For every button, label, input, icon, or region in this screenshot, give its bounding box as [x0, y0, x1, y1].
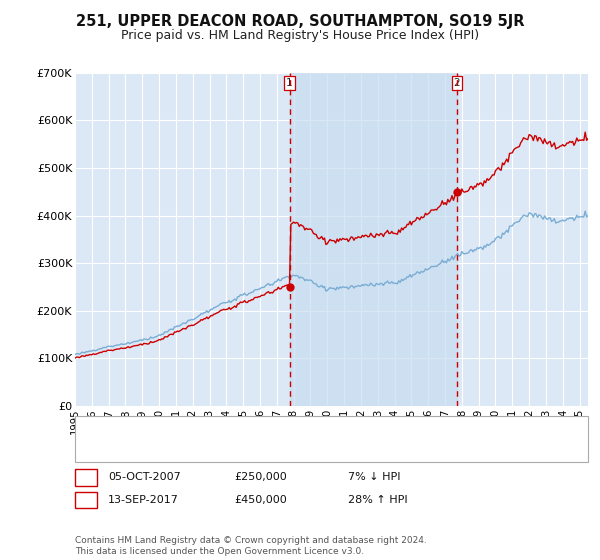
Text: 28% ↑ HPI: 28% ↑ HPI [348, 494, 407, 505]
Text: Contains HM Land Registry data © Crown copyright and database right 2024.
This d: Contains HM Land Registry data © Crown c… [75, 536, 427, 556]
Text: ——: —— [86, 422, 113, 436]
Text: HPI: Average price, detached house, Southampton: HPI: Average price, detached house, Sout… [119, 445, 370, 455]
Text: 1: 1 [82, 470, 89, 484]
Bar [290, 73, 457, 406]
Text: £250,000: £250,000 [234, 472, 287, 482]
Text: 2: 2 [82, 493, 89, 506]
Text: 251, UPPER DEACON ROAD, SOUTHAMPTON, SO19 5JR: 251, UPPER DEACON ROAD, SOUTHAMPTON, SO1… [76, 14, 524, 29]
Text: 1: 1 [286, 78, 293, 88]
Text: Price paid vs. HM Land Registry's House Price Index (HPI): Price paid vs. HM Land Registry's House … [121, 29, 479, 42]
Text: £450,000: £450,000 [234, 494, 287, 505]
Text: 2: 2 [454, 78, 460, 88]
Text: 05-OCT-2007: 05-OCT-2007 [108, 472, 181, 482]
Text: 7% ↓ HPI: 7% ↓ HPI [348, 472, 401, 482]
Text: ——: —— [86, 442, 113, 456]
Text: 13-SEP-2017: 13-SEP-2017 [108, 494, 179, 505]
Text: 251, UPPER DEACON ROAD, SOUTHAMPTON, SO19 5JR (detached house): 251, UPPER DEACON ROAD, SOUTHAMPTON, SO1… [119, 423, 482, 433]
